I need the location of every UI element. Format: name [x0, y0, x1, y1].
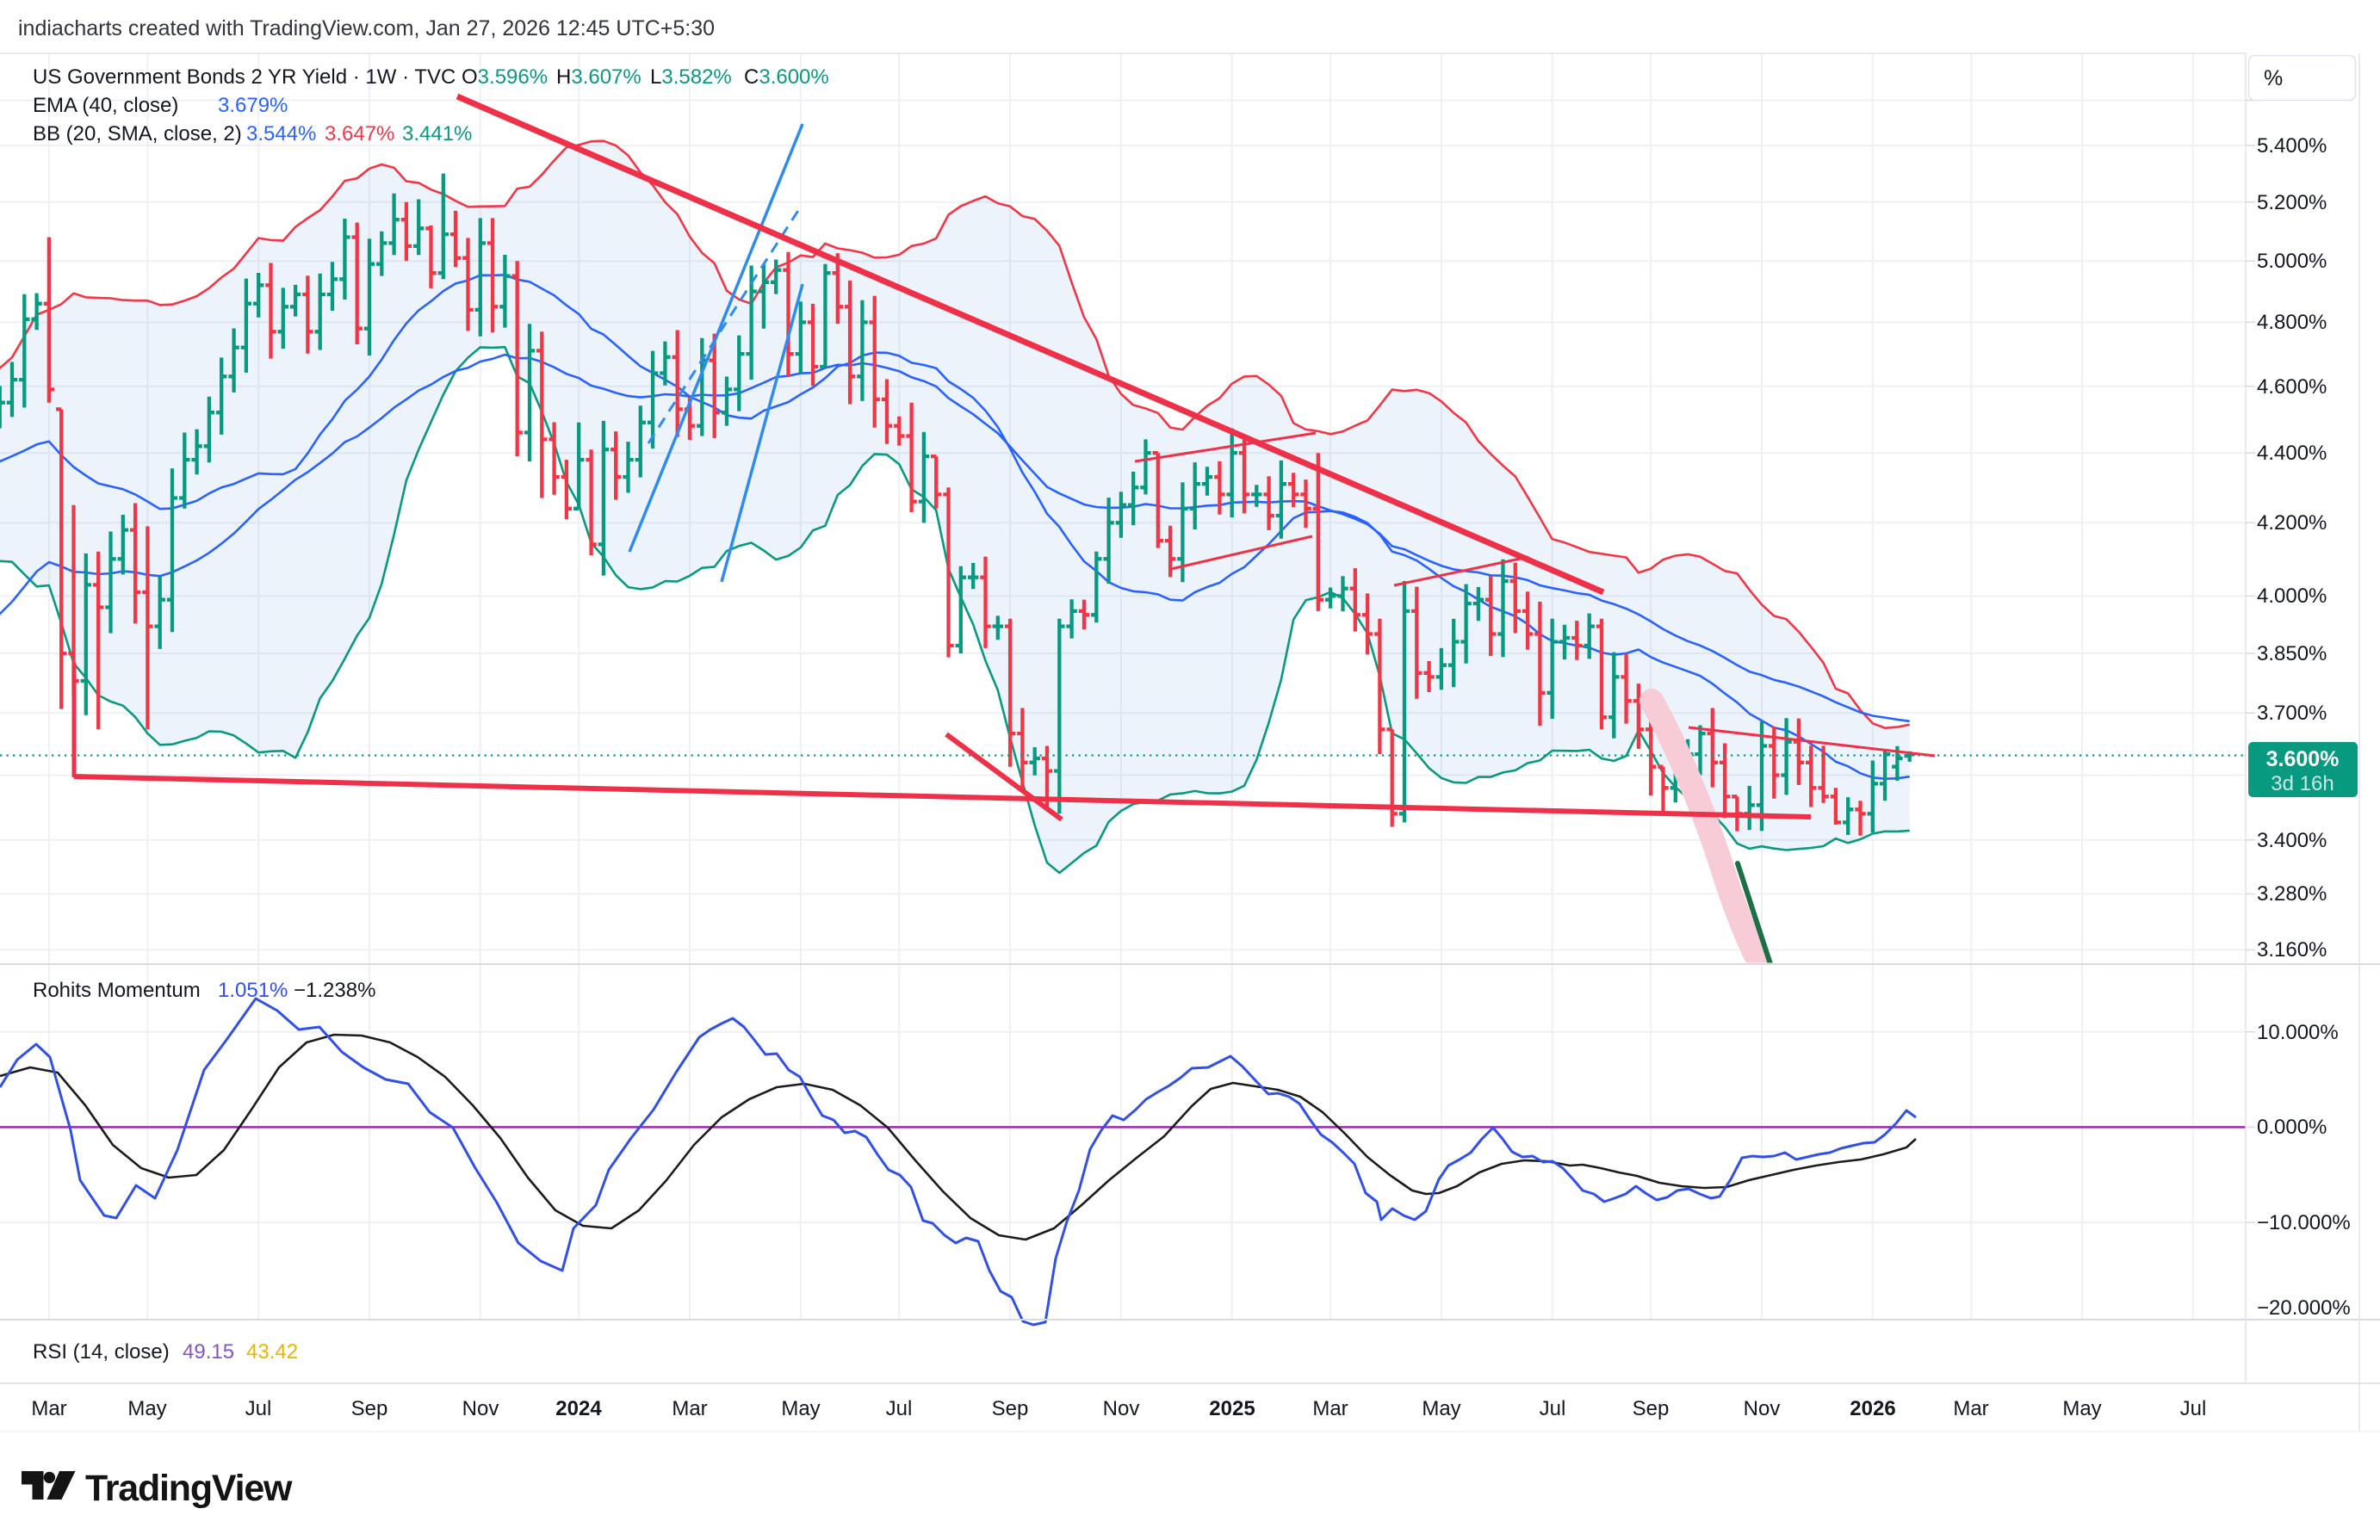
svg-text:Jul: Jul	[245, 1397, 272, 1420]
svg-text:2024: 2024	[555, 1397, 602, 1420]
svg-text:Jul: Jul	[2180, 1397, 2207, 1420]
svg-text:Jul: Jul	[1540, 1397, 1566, 1420]
svg-text:2025: 2025	[1209, 1397, 1255, 1420]
svg-text:3.280%: 3.280%	[2257, 882, 2327, 906]
svg-text:Jul: Jul	[886, 1397, 913, 1420]
svg-text:3.700%: 3.700%	[2257, 702, 2327, 725]
svg-text:3d 16h: 3d 16h	[2271, 772, 2334, 795]
svg-text:3.160%: 3.160%	[2257, 938, 2327, 962]
svg-text:US Government Bonds 2 YR Yield: US Government Bonds 2 YR Yield · 1W · TV…	[33, 65, 829, 89]
svg-text:Nov: Nov	[1103, 1397, 1140, 1420]
svg-text:Mar: Mar	[1953, 1397, 1988, 1420]
svg-text:3.400%: 3.400%	[2257, 829, 2327, 852]
svg-text:3.850%: 3.850%	[2257, 642, 2327, 665]
svg-text:Mar: Mar	[1312, 1397, 1348, 1420]
svg-text:4.000%: 4.000%	[2257, 584, 2327, 608]
svg-text:5.000%: 5.000%	[2257, 250, 2327, 273]
svg-text:10.000%: 10.000%	[2257, 1021, 2339, 1044]
svg-text:4.800%: 4.800%	[2257, 311, 2327, 334]
svg-text:4.400%: 4.400%	[2257, 442, 2327, 465]
svg-text:3.600%: 3.600%	[2266, 747, 2340, 771]
svg-text:Sep: Sep	[351, 1397, 388, 1420]
svg-text:TradingView: TradingView	[85, 1468, 293, 1509]
svg-text:Sep: Sep	[992, 1397, 1029, 1420]
svg-text:EMA (40, close)3.679%: EMA (40, close) 3.679%	[33, 94, 288, 117]
svg-text:2026: 2026	[1850, 1397, 1895, 1420]
svg-text:indiacharts created with Tradi: indiacharts created with TradingView.com…	[18, 16, 715, 40]
svg-text:BB (20, SMA, close, 2)3.544%3.: BB (20, SMA, close, 2) 3.544% 3.647% 3.441%	[33, 122, 472, 145]
svg-text:%: %	[2264, 66, 2283, 90]
svg-text:Mar: Mar	[672, 1397, 707, 1420]
svg-text:0.000%: 0.000%	[2257, 1116, 2327, 1139]
svg-text:5.400%: 5.400%	[2257, 134, 2327, 158]
svg-text:−20.000%: −20.000%	[2257, 1296, 2351, 1320]
svg-text:May: May	[127, 1397, 166, 1420]
svg-text:Sep: Sep	[1633, 1397, 1670, 1420]
svg-text:Nov: Nov	[462, 1397, 499, 1420]
svg-text:May: May	[2062, 1397, 2101, 1420]
svg-text:Nov: Nov	[1744, 1397, 1781, 1420]
svg-text:4.600%: 4.600%	[2257, 375, 2327, 399]
svg-text:4.200%: 4.200%	[2257, 511, 2327, 535]
svg-text:May: May	[1422, 1397, 1460, 1420]
svg-text:−10.000%: −10.000%	[2257, 1211, 2351, 1234]
svg-text:Mar: Mar	[31, 1397, 66, 1420]
svg-text:May: May	[781, 1397, 820, 1420]
svg-text:5.200%: 5.200%	[2257, 191, 2327, 214]
